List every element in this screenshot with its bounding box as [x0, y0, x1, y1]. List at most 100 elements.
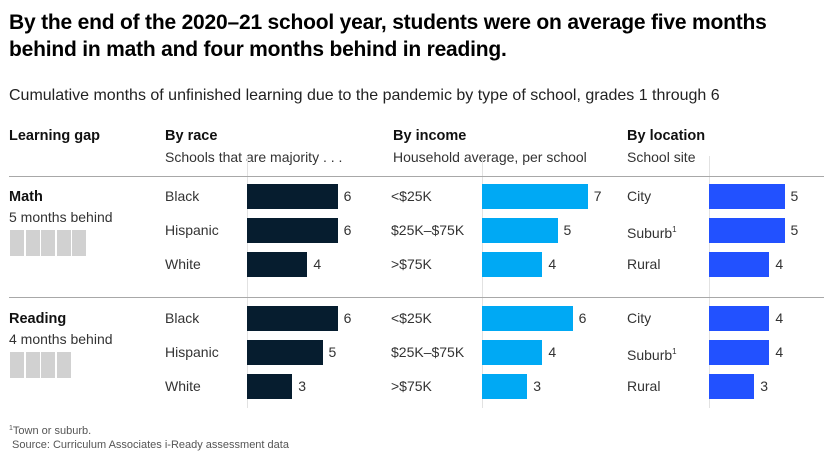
value-label: 3: [533, 378, 542, 394]
category-label: City: [627, 310, 651, 326]
category-text: Hispanic: [165, 344, 219, 360]
category-text: <$25K: [391, 188, 432, 204]
column-title-race: By race: [165, 128, 218, 144]
bar-math-race: [247, 218, 338, 243]
category-label: <$25K: [391, 310, 432, 326]
category-label: Suburb1: [627, 344, 677, 363]
bar-math-income: [482, 252, 543, 277]
section-label-reading: Reading: [9, 311, 67, 327]
category-label: Black: [165, 188, 199, 204]
footnote-marker: 1: [9, 425, 13, 432]
bar-reading-income: [482, 340, 543, 365]
chart-subtitle: Cumulative months of unfinished learning…: [9, 87, 720, 104]
section-summary-math: 5 months behind: [9, 209, 113, 225]
month-block: [56, 230, 71, 256]
bar-reading-race: [247, 374, 293, 399]
bar-math-location: [709, 184, 785, 209]
month-block: [25, 352, 40, 378]
category-label: Rural: [627, 256, 660, 272]
value-label: 6: [578, 310, 587, 326]
category-label: Rural: [627, 378, 660, 394]
month-block: [41, 352, 55, 378]
category-text: Suburb: [627, 225, 673, 241]
divider-math: [9, 176, 824, 177]
column-title-learning-gap: Learning gap: [9, 128, 101, 144]
category-text: Hispanic: [165, 222, 219, 238]
category-text: $25K–$75K: [391, 222, 465, 238]
category-text: Suburb: [627, 347, 673, 363]
category-label: Hispanic: [165, 222, 219, 238]
footnote-marker: 1: [672, 347, 677, 356]
bar-math-location: [709, 218, 785, 243]
bar-reading-location: [709, 374, 755, 399]
value-label: 5: [790, 222, 799, 238]
value-label: 6: [343, 222, 352, 238]
value-label: 5: [563, 222, 572, 238]
value-label: 5: [790, 188, 799, 204]
bar-reading-race: [247, 340, 323, 365]
category-label: $25K–$75K: [391, 222, 464, 238]
category-label: City: [627, 188, 651, 204]
month-block: [56, 352, 71, 378]
bar-reading-location: [709, 340, 770, 365]
category-text: Black: [165, 310, 200, 326]
section-summary-reading: 4 months behind: [9, 331, 113, 347]
bar-reading-location: [709, 306, 770, 331]
category-label: White: [165, 378, 201, 394]
column-subtitle-race: Schools that are majority . . .: [165, 149, 343, 165]
category-text: $25K–$75K: [391, 344, 465, 360]
month-block: [41, 230, 55, 256]
bar-math-income: [482, 184, 588, 209]
category-text: White: [165, 378, 201, 394]
footnote-marker: 1: [672, 225, 677, 234]
month-block: [72, 230, 86, 256]
axis-line-location: [709, 156, 710, 408]
value-label: 6: [343, 188, 352, 204]
value-label: 4: [548, 256, 557, 272]
column-title-location: By location: [627, 128, 706, 144]
value-label: 5: [328, 344, 337, 360]
divider-reading: [9, 297, 824, 298]
category-text: White: [165, 256, 201, 272]
chart-title: By the end of the 2020–21 school year, s…: [9, 11, 767, 61]
bar-reading-income: [482, 374, 528, 399]
category-label: Suburb1: [627, 222, 677, 241]
category-text: <$25K: [391, 310, 432, 326]
category-text: Black: [165, 188, 200, 204]
value-label: 7: [593, 188, 602, 204]
column-title-income: By income: [393, 128, 467, 144]
category-text: City: [627, 188, 652, 204]
value-label: 4: [548, 344, 557, 360]
month-block: [25, 230, 40, 256]
category-text: Rural: [627, 378, 661, 394]
category-text: >$75K: [391, 256, 432, 272]
category-text: City: [627, 310, 652, 326]
column-subtitle-income: Household average, per school: [393, 149, 587, 165]
category-text: Rural: [627, 256, 661, 272]
footnote-text: Town or suburb.: [12, 425, 92, 437]
value-label: 4: [775, 310, 784, 326]
value-label: 3: [298, 378, 307, 394]
category-label: <$25K: [391, 188, 432, 204]
category-label: White: [165, 256, 201, 272]
category-label: $25K–$75K: [391, 344, 464, 360]
column-subtitle-location: School site: [627, 149, 696, 165]
category-label: Hispanic: [165, 344, 219, 360]
section-label-math: Math: [9, 189, 43, 205]
month-block: [10, 230, 24, 256]
category-label: >$75K: [391, 256, 432, 272]
bar-reading-income: [482, 306, 573, 331]
axis-line-race: [247, 156, 248, 408]
category-label: >$75K: [391, 378, 432, 394]
bar-math-location: [709, 252, 770, 277]
month-block: [10, 352, 24, 378]
value-label: 4: [313, 256, 322, 272]
value-label: 3: [760, 378, 769, 394]
bar-math-income: [482, 218, 558, 243]
bar-math-race: [247, 252, 308, 277]
value-label: 6: [343, 310, 352, 326]
footnote: 1Town or suburb.: [9, 425, 91, 437]
bar-reading-race: [247, 306, 338, 331]
axis-line-income: [482, 156, 483, 408]
source-note: Source: Curriculum Associates i-Ready as…: [12, 439, 289, 451]
